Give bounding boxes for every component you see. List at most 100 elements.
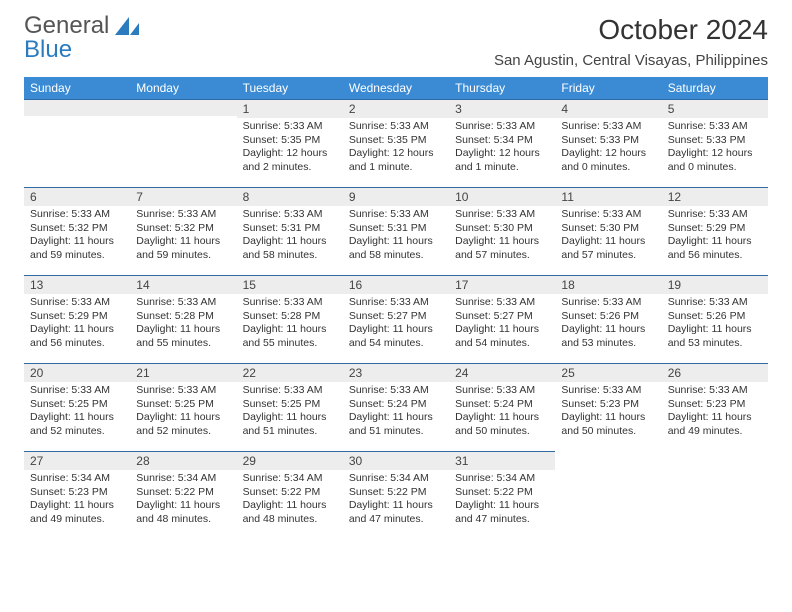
daylight-line: Daylight: 11 hours and 55 minutes.	[136, 323, 220, 349]
day-body: Sunrise: 5:33 AMSunset: 5:23 PMDaylight:…	[662, 382, 768, 443]
calendar-cell: 29Sunrise: 5:34 AMSunset: 5:22 PMDayligh…	[237, 451, 343, 539]
calendar-cell: 19Sunrise: 5:33 AMSunset: 5:26 PMDayligh…	[662, 275, 768, 363]
calendar-cell: 31Sunrise: 5:34 AMSunset: 5:22 PMDayligh…	[449, 451, 555, 539]
day-body: Sunrise: 5:33 AMSunset: 5:31 PMDaylight:…	[343, 206, 449, 267]
daylight-line: Daylight: 11 hours and 52 minutes.	[30, 411, 114, 437]
sunset-line: Sunset: 5:23 PM	[30, 486, 108, 498]
sunrise-line: Sunrise: 5:33 AM	[243, 208, 323, 220]
day-body: Sunrise: 5:33 AMSunset: 5:28 PMDaylight:…	[130, 294, 236, 355]
empty-cell-bar	[24, 99, 130, 116]
daylight-line: Daylight: 12 hours and 2 minutes.	[243, 147, 328, 173]
sunrise-line: Sunrise: 5:34 AM	[136, 472, 216, 484]
sunrise-line: Sunrise: 5:33 AM	[349, 384, 429, 396]
sunset-line: Sunset: 5:34 PM	[455, 134, 533, 146]
sunset-line: Sunset: 5:23 PM	[561, 398, 639, 410]
logo-word1: General	[24, 12, 109, 39]
sunrise-line: Sunrise: 5:34 AM	[30, 472, 110, 484]
calendar-cell: 12Sunrise: 5:33 AMSunset: 5:29 PMDayligh…	[662, 187, 768, 275]
daylight-line: Daylight: 11 hours and 49 minutes.	[668, 411, 752, 437]
sunrise-line: Sunrise: 5:33 AM	[561, 120, 641, 132]
calendar-cell: 23Sunrise: 5:33 AMSunset: 5:24 PMDayligh…	[343, 363, 449, 451]
sunset-line: Sunset: 5:35 PM	[243, 134, 321, 146]
day-number: 9	[343, 187, 449, 206]
sunset-line: Sunset: 5:33 PM	[561, 134, 639, 146]
sunset-line: Sunset: 5:32 PM	[30, 222, 108, 234]
calendar-cell: 11Sunrise: 5:33 AMSunset: 5:30 PMDayligh…	[555, 187, 661, 275]
sunrise-line: Sunrise: 5:33 AM	[136, 208, 216, 220]
sunset-line: Sunset: 5:27 PM	[455, 310, 533, 322]
sunset-line: Sunset: 5:22 PM	[349, 486, 427, 498]
daylight-line: Daylight: 11 hours and 48 minutes.	[243, 499, 327, 525]
day-number: 18	[555, 275, 661, 294]
logo-word2: Blue	[24, 36, 72, 63]
daylight-line: Daylight: 11 hours and 59 minutes.	[30, 235, 114, 261]
sunrise-line: Sunrise: 5:33 AM	[668, 384, 748, 396]
day-number: 29	[237, 451, 343, 470]
day-number: 23	[343, 363, 449, 382]
daylight-line: Daylight: 11 hours and 51 minutes.	[349, 411, 433, 437]
day-body: Sunrise: 5:33 AMSunset: 5:32 PMDaylight:…	[130, 206, 236, 267]
day-body: Sunrise: 5:33 AMSunset: 5:35 PMDaylight:…	[343, 118, 449, 179]
day-number: 12	[662, 187, 768, 206]
sunset-line: Sunset: 5:25 PM	[30, 398, 108, 410]
calendar-cell: 8Sunrise: 5:33 AMSunset: 5:31 PMDaylight…	[237, 187, 343, 275]
day-body: Sunrise: 5:33 AMSunset: 5:31 PMDaylight:…	[237, 206, 343, 267]
sunset-line: Sunset: 5:32 PM	[136, 222, 214, 234]
daylight-line: Daylight: 11 hours and 51 minutes.	[243, 411, 327, 437]
day-number: 1	[237, 99, 343, 118]
calendar-row: 27Sunrise: 5:34 AMSunset: 5:23 PMDayligh…	[24, 451, 768, 539]
sunset-line: Sunset: 5:27 PM	[349, 310, 427, 322]
calendar-cell: 2Sunrise: 5:33 AMSunset: 5:35 PMDaylight…	[343, 99, 449, 187]
day-body: Sunrise: 5:34 AMSunset: 5:23 PMDaylight:…	[24, 470, 130, 531]
sunset-line: Sunset: 5:31 PM	[243, 222, 321, 234]
sunrise-line: Sunrise: 5:33 AM	[668, 120, 748, 132]
sunset-line: Sunset: 5:22 PM	[243, 486, 321, 498]
daylight-line: Daylight: 11 hours and 56 minutes.	[30, 323, 114, 349]
calendar-cell: 26Sunrise: 5:33 AMSunset: 5:23 PMDayligh…	[662, 363, 768, 451]
daylight-line: Daylight: 12 hours and 0 minutes.	[561, 147, 646, 173]
calendar-cell	[130, 99, 236, 187]
daylight-line: Daylight: 11 hours and 54 minutes.	[455, 323, 539, 349]
sunrise-line: Sunrise: 5:33 AM	[30, 208, 110, 220]
sunrise-line: Sunrise: 5:33 AM	[455, 120, 535, 132]
logo-text-block: General Blue	[24, 14, 109, 62]
sunrise-line: Sunrise: 5:33 AM	[136, 384, 216, 396]
day-body: Sunrise: 5:33 AM Sunset: 5:32 PMDaylight:…	[24, 206, 130, 267]
sunset-line: Sunset: 5:29 PM	[30, 310, 108, 322]
page-title: October 2024	[494, 14, 768, 46]
logo: General Blue	[24, 14, 141, 62]
calendar-cell: 21Sunrise: 5:33 AMSunset: 5:25 PMDayligh…	[130, 363, 236, 451]
daylight-line: Daylight: 11 hours and 47 minutes.	[349, 499, 433, 525]
calendar-cell: 24Sunrise: 5:33 AMSunset: 5:24 PMDayligh…	[449, 363, 555, 451]
day-number: 28	[130, 451, 236, 470]
calendar-cell: 4Sunrise: 5:33 AMSunset: 5:33 PMDaylight…	[555, 99, 661, 187]
calendar-cell: 28Sunrise: 5:34 AMSunset: 5:22 PMDayligh…	[130, 451, 236, 539]
calendar-row: 1Sunrise: 5:33 AMSunset: 5:35 PMDaylight…	[24, 99, 768, 187]
calendar-cell: 25Sunrise: 5:33 AMSunset: 5:23 PMDayligh…	[555, 363, 661, 451]
calendar-cell: 6Sunrise: 5:33 AMSunset: 5:32 PMDaylight…	[24, 187, 130, 275]
day-body: Sunrise: 5:33 AMSunset: 5:27 PMDaylight:…	[449, 294, 555, 355]
day-number: 21	[130, 363, 236, 382]
col-tuesday: Tuesday	[237, 77, 343, 99]
calendar-cell	[662, 451, 768, 539]
day-body: Sunrise: 5:33 AMSunset: 5:25 PMDaylight:…	[237, 382, 343, 443]
day-body: Sunrise: 5:33 AMSunset: 5:35 PMDaylight:…	[237, 118, 343, 179]
sunset-line: Sunset: 5:33 PM	[668, 134, 746, 146]
day-body: Sunrise: 5:33 AMSunset: 5:27 PMDaylight:…	[343, 294, 449, 355]
day-body: Sunrise: 5:33 AMSunset: 5:34 PMDaylight:…	[449, 118, 555, 179]
day-body: Sunrise: 5:33 AMSunset: 5:25 PMDaylight:…	[24, 382, 130, 443]
sunset-line: Sunset: 5:25 PM	[243, 398, 321, 410]
sunset-line: Sunset: 5:31 PM	[349, 222, 427, 234]
sunrise-line: Sunrise: 5:33 AM	[349, 296, 429, 308]
day-body: Sunrise: 5:33 AMSunset: 5:30 PMDaylight:…	[449, 206, 555, 267]
day-number: 14	[130, 275, 236, 294]
col-friday: Friday	[555, 77, 661, 99]
col-thursday: Thursday	[449, 77, 555, 99]
sunset-line: Sunset: 5:24 PM	[455, 398, 533, 410]
sunrise-line: Sunrise: 5:33 AM	[561, 384, 641, 396]
location-text: San Agustin, Central Visayas, Philippine…	[494, 52, 768, 69]
calendar-cell: 1Sunrise: 5:33 AMSunset: 5:35 PMDaylight…	[237, 99, 343, 187]
daylight-line: Daylight: 11 hours and 53 minutes.	[668, 323, 752, 349]
day-body: Sunrise: 5:33 AM Sunset: 5:33 PMDaylight:…	[555, 118, 661, 179]
calendar-cell: 10Sunrise: 5:33 AMSunset: 5:30 PMDayligh…	[449, 187, 555, 275]
